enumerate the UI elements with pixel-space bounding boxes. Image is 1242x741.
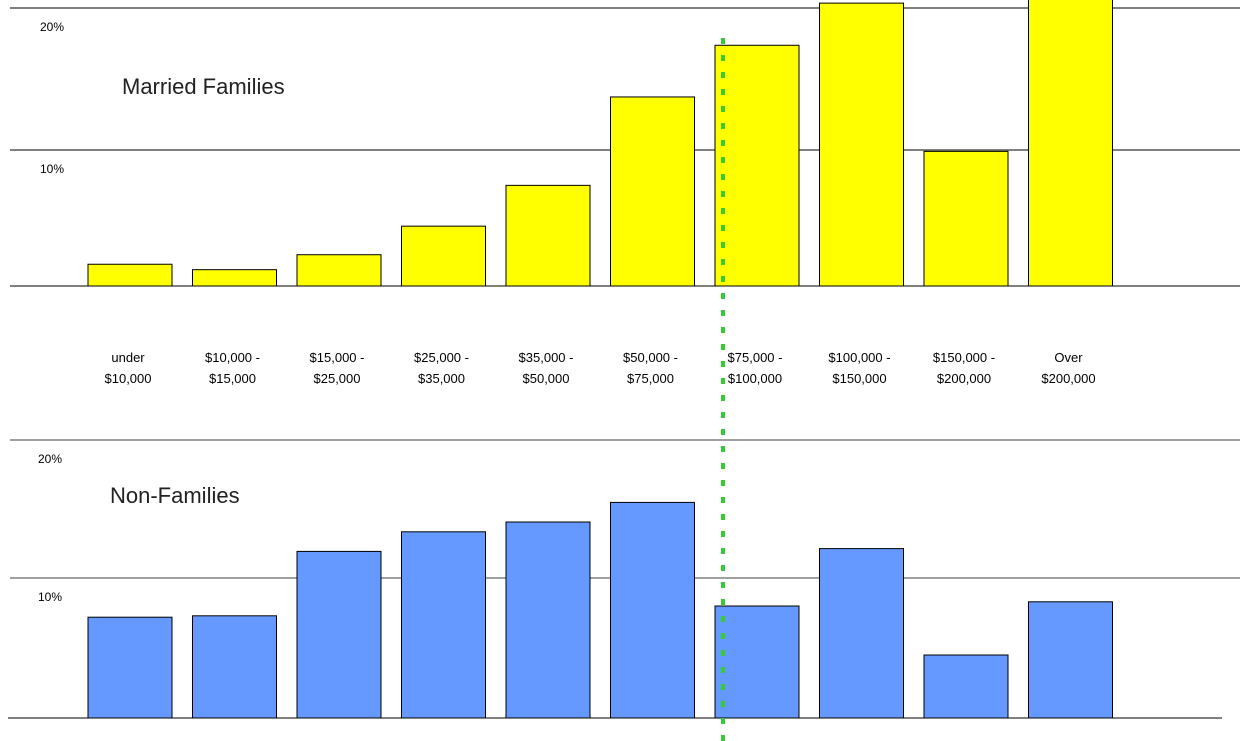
bar-0-1 (192, 269, 277, 287)
bar-1-9 (1028, 601, 1113, 719)
panel-title-0: Married Families (122, 74, 285, 99)
bar-0-6 (714, 44, 800, 287)
category-label-4: $35,000 -$50,000 (519, 350, 574, 386)
y-tick-label-1-20: 20% (38, 452, 62, 466)
bar-1-4 (505, 521, 591, 719)
y-tick-label-1-10: 10% (38, 590, 62, 604)
category-label-2: $15,000 -$25,000 (310, 350, 365, 386)
category-label-8: $150,000 -$200,000 (933, 350, 995, 386)
bar-0-8 (923, 150, 1009, 287)
bar-0-2 (296, 254, 382, 287)
bar-1-2 (296, 550, 382, 719)
category-label-3: $25,000 -$35,000 (414, 350, 469, 386)
bar-1-5 (610, 501, 695, 719)
category-label-9: Over $200,000 (1041, 350, 1095, 386)
bar-0-9 (1028, 0, 1113, 287)
category-label-6: $75,000 -$100,000 (728, 350, 783, 386)
bar-0-7 (819, 2, 904, 287)
bar-0-4 (505, 184, 591, 287)
category-label-0: under $10,000 (105, 350, 152, 386)
bar-1-3 (401, 531, 486, 719)
panel-title-1: Non-Families (110, 483, 240, 508)
y-tick-label-0-20: 20% (40, 20, 64, 34)
category-label-5: $50,000 -$75,000 (623, 350, 678, 386)
bar-1-8 (923, 654, 1009, 719)
y-tick-label-0-10: 10% (40, 162, 64, 176)
bar-1-7 (819, 548, 904, 719)
category-label-1: $10,000 -$15,000 (205, 350, 260, 386)
category-label-7: $100,000 -$150,000 (828, 350, 890, 386)
bar-0-0 (87, 263, 173, 287)
bar-1-1 (192, 615, 277, 719)
bar-0-3 (401, 225, 486, 287)
bar-1-0 (87, 616, 173, 719)
bar-0-5 (610, 96, 695, 287)
bar-1-6 (714, 605, 800, 719)
